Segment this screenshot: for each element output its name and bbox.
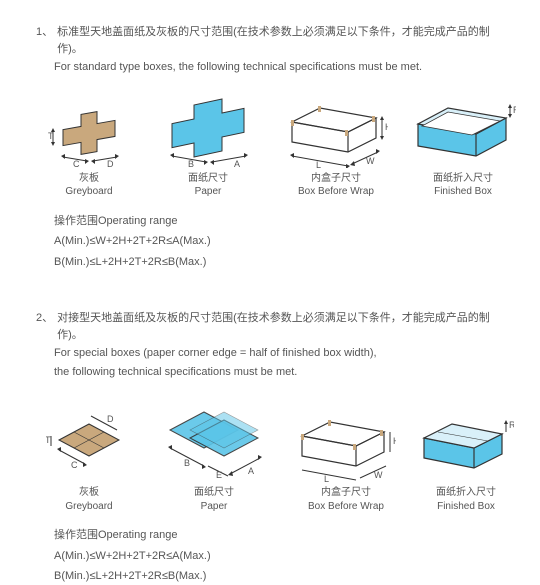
title-en: For standard type boxes, the following t… (54, 59, 512, 76)
dim-A2: A (248, 466, 254, 476)
greyboard-label-en: Greyboard (65, 185, 112, 199)
dim-W2: W (374, 470, 383, 480)
paper-label-en: Paper (188, 185, 228, 199)
op-title-2: 操作范围Operating range (54, 527, 512, 544)
dim-D: D (107, 159, 114, 168)
heading-2: 2、 对接型天地盖面纸及灰板的尺寸范围(在技术参数上必须满足以下条件，才能完成产… (36, 310, 512, 343)
formulas-2: 操作范围Operating range A(Min.)≤W+2H+2T+2R≤A… (54, 527, 512, 585)
formula-a: A(Min.)≤W+2H+2T+2R≤A(Max.) (54, 233, 512, 250)
formula-b: B(Min.)≤L+2H+2T+2R≤B(Max.) (54, 254, 512, 271)
finished2-label-cn: 面纸折入尺寸 (436, 486, 496, 500)
dim-H: H (385, 122, 388, 132)
boxbefore2-label-en: Box Before Wrap (308, 500, 384, 514)
dim-E2: E (216, 470, 222, 480)
finished-svg: R (410, 96, 516, 168)
dim-R2: R (509, 420, 514, 430)
section-number: 1、 (36, 24, 53, 57)
title-en1: For special boxes (paper corner edge = h… (54, 345, 512, 362)
formula-b-2: B(Min.)≤L+2H+2T+2R≤B(Max.) (54, 568, 512, 585)
finished-label-cn: 面纸折入尺寸 (433, 172, 493, 186)
paper-svg: B A (154, 94, 262, 168)
diagram-row-1: T C D 灰板 Greyboard (46, 94, 512, 199)
diagram-finished: R 面纸折入尺寸 Finished Box (410, 96, 516, 199)
dim-A: A (234, 159, 240, 168)
dim-B2: B (184, 458, 190, 468)
boxbefore2-svg: L W H (296, 410, 396, 482)
paper2-label-cn: 面纸尺寸 (194, 486, 234, 500)
boxbefore-svg: L W H (284, 96, 388, 168)
formulas-1: 操作范围Operating range A(Min.)≤W+2H+2T+2R≤A… (54, 213, 512, 271)
finished-label-en: Finished Box (433, 185, 493, 199)
paper-label-cn: 面纸尺寸 (188, 172, 228, 186)
diagram-greyboard-2: T D C 灰板 Greyboard (46, 402, 132, 513)
boxbefore-label-en: Box Before Wrap (298, 185, 374, 199)
heading-1: 1、 标准型天地盖面纸及灰板的尺寸范围(在技术参数上必须满足以下条件，才能完成产… (36, 24, 512, 57)
finished2-label-en: Finished Box (436, 500, 496, 514)
diagram-box-before: L W H 内盒子尺寸 Box Before Wrap (284, 96, 388, 199)
boxbefore2-label-cn: 内盒子尺寸 (308, 486, 384, 500)
finished2-svg: R (418, 410, 514, 482)
greyboard2-label-en: Greyboard (65, 500, 112, 514)
formula-a-2: A(Min.)≤W+2H+2T+2R≤A(Max.) (54, 548, 512, 565)
diagram-finished-2: R 面纸折入尺寸 Finished Box (418, 410, 514, 513)
greyboard-label-cn: 灰板 (65, 172, 112, 186)
diagram-greyboard: T C D 灰板 Greyboard (46, 98, 132, 199)
dim-D2: D (107, 414, 114, 424)
section-standard: 1、 标准型天地盖面纸及灰板的尺寸范围(在技术参数上必须满足以下条件，才能完成产… (36, 24, 512, 270)
title-en2: the following technical specifications m… (54, 364, 512, 381)
diagram-paper-2: B E A 面纸尺寸 Paper (154, 398, 274, 513)
dim-C2: C (71, 460, 78, 470)
dim-L: L (316, 160, 321, 168)
dim-R: R (513, 105, 516, 115)
paper2-label-en: Paper (194, 500, 234, 514)
diagram-paper: B A 面纸尺寸 Paper (154, 94, 262, 199)
greyboard2-svg: T D C (46, 402, 132, 482)
dim-C: C (73, 159, 80, 168)
section-special: 2、 对接型天地盖面纸及灰板的尺寸范围(在技术参数上必须满足以下条件，才能完成产… (36, 310, 512, 585)
greyboard2-label-cn: 灰板 (65, 486, 112, 500)
boxbefore-label-cn: 内盒子尺寸 (298, 172, 374, 186)
dim-H2: H (393, 436, 396, 446)
dim-T2: T (46, 435, 51, 445)
diagram-box-before-2: L W H 内盒子尺寸 Box Before Wrap (296, 410, 396, 513)
greyboard-svg: T C D (46, 98, 132, 168)
section-number: 2、 (36, 310, 53, 343)
title-cn: 标准型天地盖面纸及灰板的尺寸范围(在技术参数上必须满足以下条件，才能完成产品的制… (57, 24, 512, 57)
paper2-svg: B E A (154, 398, 274, 482)
title-cn: 对接型天地盖面纸及灰板的尺寸范围(在技术参数上必须满足以下条件，才能完成产品的制… (57, 310, 512, 343)
diagram-row-2: T D C 灰板 Greyboard (46, 398, 512, 513)
dim-T: T (48, 131, 54, 141)
dim-B: B (188, 159, 194, 168)
op-title: 操作范围Operating range (54, 213, 512, 230)
dim-W: W (366, 156, 375, 166)
dim-L2: L (324, 474, 329, 482)
